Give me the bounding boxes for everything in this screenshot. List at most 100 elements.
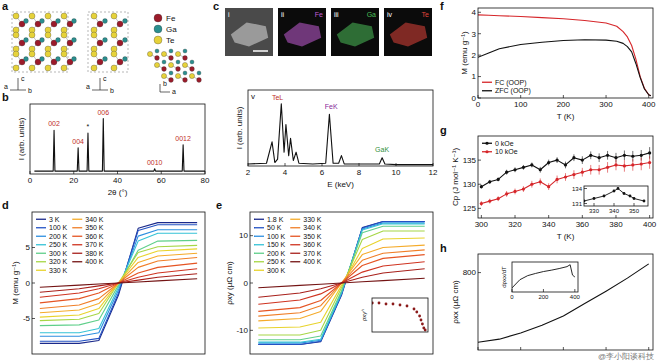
x-tick xyxy=(563,95,564,98)
series-line xyxy=(258,278,424,287)
atom xyxy=(111,51,117,57)
x-tick-label: 340 xyxy=(609,208,620,214)
marker xyxy=(385,303,388,306)
atom xyxy=(176,60,180,64)
marker xyxy=(631,163,634,166)
y-tick xyxy=(584,188,587,189)
x-tick xyxy=(648,347,649,350)
legend-marker xyxy=(485,150,488,153)
y-tick xyxy=(478,33,481,34)
marker xyxy=(589,154,592,157)
atom xyxy=(40,19,45,24)
x-tick xyxy=(248,163,249,166)
atom xyxy=(40,38,45,43)
figure: aFeGaTecabcababciiiFeiiiGaivTe020406080I… xyxy=(0,0,660,362)
y-tick xyxy=(478,55,481,56)
atom xyxy=(117,21,123,27)
panel-letter: d xyxy=(2,199,9,211)
y-tick-label: 0 xyxy=(26,279,31,288)
y-tick-label: 131 xyxy=(572,201,583,207)
marker xyxy=(513,168,516,171)
marker xyxy=(539,168,542,171)
atom xyxy=(147,51,152,56)
legend-label: 350 K xyxy=(85,224,104,231)
atom xyxy=(56,19,61,24)
x-tick-label: 60 xyxy=(157,176,166,185)
marker xyxy=(564,163,567,166)
atom xyxy=(97,21,103,27)
atom xyxy=(162,67,167,72)
series-line xyxy=(40,274,197,292)
annotation: 0012 xyxy=(175,135,191,142)
label: b xyxy=(163,80,167,87)
atom xyxy=(72,38,77,43)
series-line xyxy=(40,225,197,341)
y-axis-title: ρxy (μΩ cm) xyxy=(225,261,234,305)
panel: -10010ρxy (μΩ cm)1.8 K50 K100 K150 K200 … xyxy=(216,199,433,354)
atom xyxy=(111,13,117,19)
panel-letter: g xyxy=(440,124,447,136)
atom xyxy=(183,71,187,75)
panel-letter: e xyxy=(216,199,222,211)
atom xyxy=(168,62,173,67)
x-tick-label: 0 xyxy=(510,294,514,300)
legend-swatch xyxy=(154,25,162,33)
atom xyxy=(161,73,166,78)
label: c xyxy=(213,0,219,12)
scale-bar xyxy=(253,50,268,52)
marker xyxy=(480,202,483,205)
x-tick xyxy=(615,215,616,218)
atom xyxy=(72,57,77,62)
label: Te xyxy=(422,11,430,18)
atom xyxy=(29,51,35,57)
legend-label: 340 K xyxy=(85,216,104,223)
inset-ground xyxy=(512,262,578,292)
frame xyxy=(32,212,205,354)
atom xyxy=(13,65,19,71)
atom xyxy=(182,62,187,67)
label: a xyxy=(172,88,176,95)
legend-swatch xyxy=(254,244,264,245)
marker xyxy=(629,195,632,198)
atom xyxy=(45,65,51,71)
x-tick xyxy=(543,289,544,292)
atom xyxy=(175,73,180,78)
y-axis-title: M (emu g⁻¹) xyxy=(460,31,469,75)
series-line xyxy=(478,15,651,96)
y-tick xyxy=(478,184,481,185)
atom xyxy=(123,38,128,43)
x-tick-label: 8 xyxy=(357,168,362,177)
panel-c: ciiiFeiiiGaivTe xyxy=(213,0,432,56)
x-tick xyxy=(515,215,516,218)
marker xyxy=(488,200,491,203)
legend-swatch xyxy=(482,143,492,144)
legend: FC (OOP)ZFC (OOP) xyxy=(482,79,531,96)
atom xyxy=(169,71,173,75)
legend-label: 400 K xyxy=(303,258,322,265)
frame xyxy=(512,262,578,292)
frame xyxy=(30,104,205,174)
series-line xyxy=(40,233,197,332)
annotation: 002 xyxy=(48,120,60,127)
series-line xyxy=(512,265,575,288)
marker xyxy=(406,305,409,308)
series-line xyxy=(40,245,197,320)
label: a xyxy=(86,83,90,90)
annotation: GaK xyxy=(375,146,389,153)
atom xyxy=(175,51,180,56)
atom xyxy=(97,40,103,46)
marker xyxy=(631,155,634,158)
atom xyxy=(190,60,194,64)
x-tick xyxy=(30,171,31,174)
frame xyxy=(478,254,653,350)
legend-label: 320 K xyxy=(49,258,68,265)
legend: 0 kOe10 kOe xyxy=(482,140,518,156)
atom xyxy=(29,32,35,38)
legend-swatch xyxy=(72,261,82,262)
y-tick xyxy=(478,208,481,209)
x-tick-label: 40 xyxy=(113,176,122,185)
panel: 24681012I (arb. units)E (keV)TeLFeKGaKv xyxy=(235,90,438,189)
atom xyxy=(183,56,188,61)
y-tick-label: 10 xyxy=(239,231,248,240)
marker xyxy=(606,166,609,169)
